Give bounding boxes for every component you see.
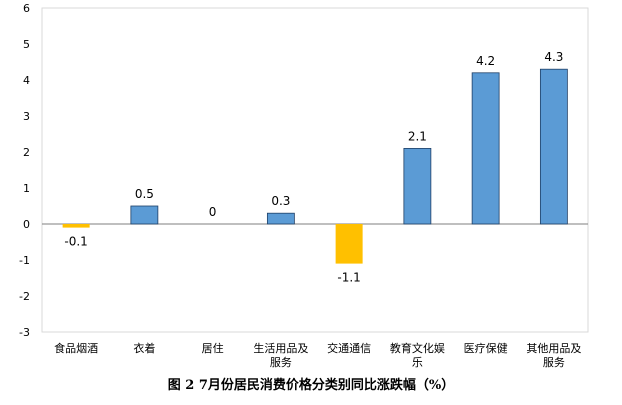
bar <box>403 147 432 225</box>
data-label: 0.5 <box>135 187 154 201</box>
y-tick-label: 2 <box>23 146 30 159</box>
data-label: 4.2 <box>476 54 495 68</box>
y-tick-label: -1 <box>19 254 30 267</box>
bar <box>539 68 568 225</box>
data-label: 4.3 <box>544 50 563 64</box>
x-tick-label: 教育文化娱 <box>390 341 445 355</box>
x-tick-label: 衣着 <box>133 341 155 355</box>
y-tick-label: 1 <box>23 182 30 195</box>
y-tick-label: -3 <box>19 326 30 339</box>
y-tick-label: 3 <box>23 110 30 123</box>
x-tick-label: 生活用品及 <box>253 341 308 355</box>
data-labels: -0.1 0.5 0 0.3 -1.1 2.1 4.2 4.3 <box>64 50 563 284</box>
x-tick-label: 乐 <box>412 356 423 369</box>
y-tick-label: 4 <box>23 74 30 87</box>
bar <box>62 224 90 228</box>
data-label: 0 <box>209 205 217 219</box>
x-tick-label: 交通通信 <box>327 341 371 355</box>
data-label: -1.1 <box>337 271 360 285</box>
x-tick-label: 医疗保健 <box>464 341 508 355</box>
x-tick-label: 食品烟酒 <box>54 341 98 355</box>
y-tick-label: 0 <box>23 218 30 231</box>
data-label: 0.3 <box>271 194 290 208</box>
data-label: 2.1 <box>408 129 427 143</box>
x-tick-label: 服务 <box>270 356 292 369</box>
chart-caption: 图 2 7月份居民消费价格分类别同比涨跌幅（%） <box>167 378 455 393</box>
y-tick-label: 6 <box>23 2 30 15</box>
bar <box>471 72 500 225</box>
x-tick-label: 居住 <box>202 341 224 355</box>
bar-series <box>62 68 568 264</box>
bar <box>335 224 363 264</box>
y-axis: 6 5 4 3 2 1 0 -1 -2 -3 <box>19 2 30 339</box>
plot-area-border <box>41 7 589 333</box>
data-label: -0.1 <box>64 235 87 249</box>
y-tick-label: 5 <box>23 38 30 51</box>
x-tick-label: 其他用品及 <box>526 342 581 355</box>
bar <box>130 205 159 225</box>
bar <box>266 212 295 225</box>
y-tick-label: -2 <box>19 290 30 303</box>
x-tick-label: 服务 <box>543 356 565 369</box>
